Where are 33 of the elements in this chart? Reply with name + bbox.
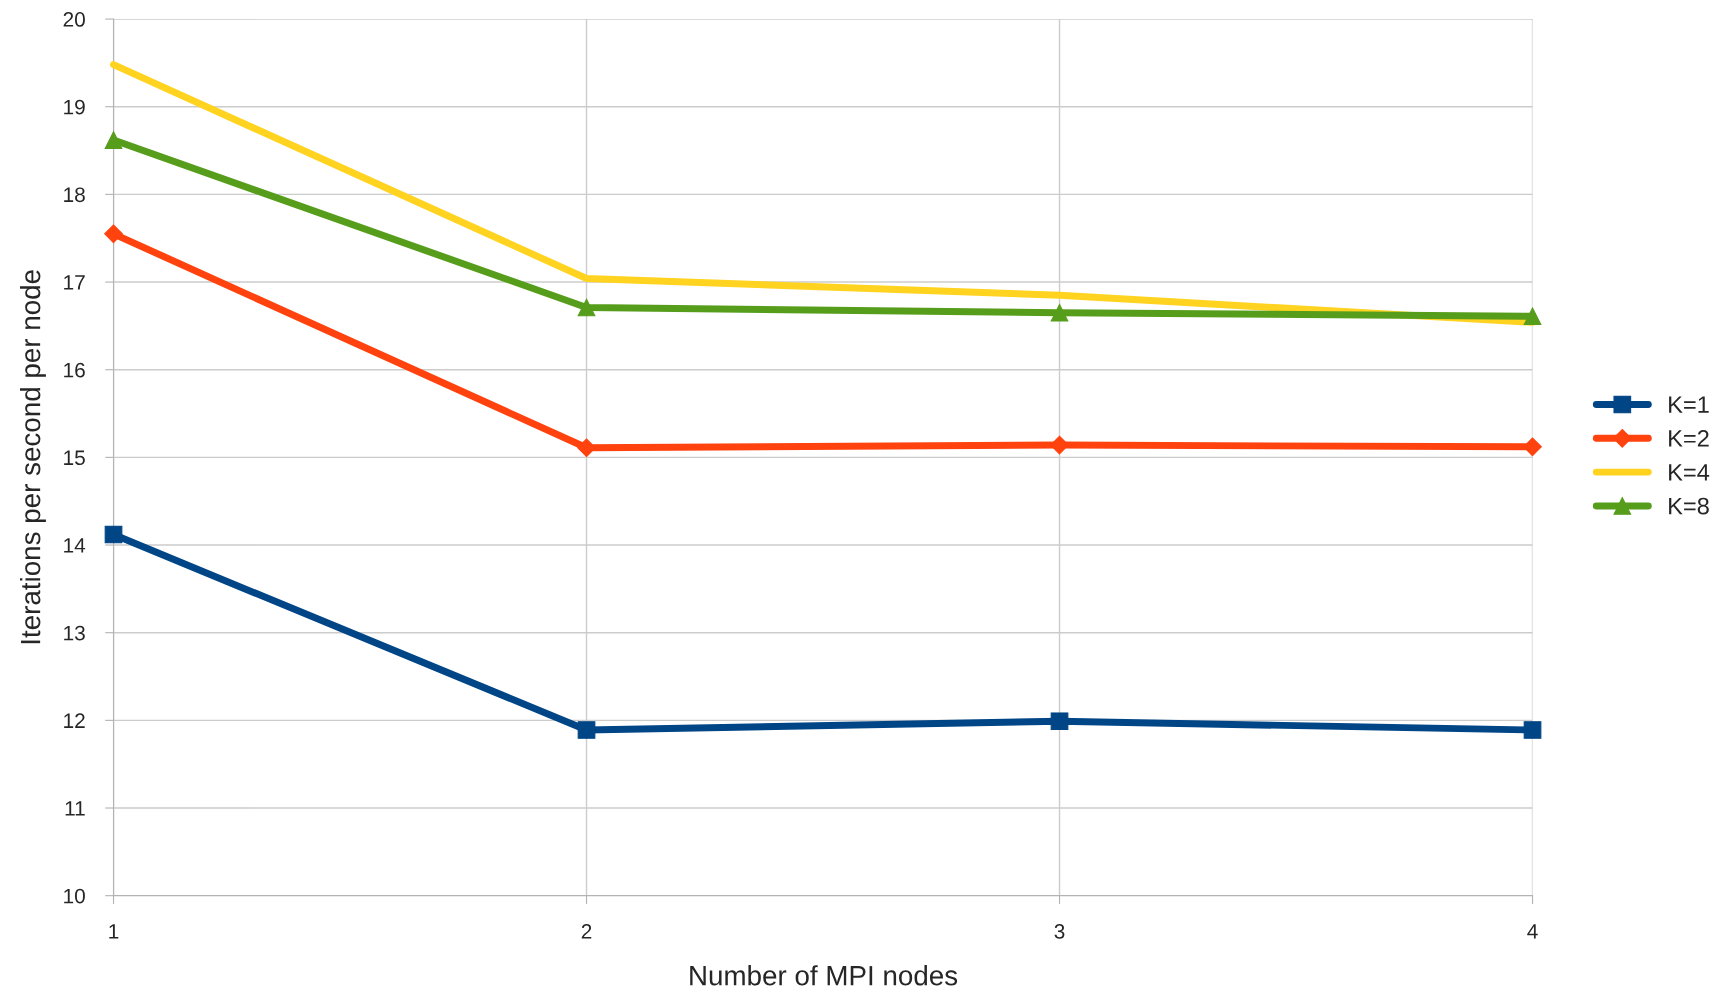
point <box>577 438 596 458</box>
point <box>104 131 123 149</box>
y-tick-label: 20 <box>63 12 85 27</box>
y-tick-label: 10 <box>64 888 85 904</box>
point <box>104 224 123 244</box>
point <box>1523 307 1542 326</box>
point <box>577 721 596 739</box>
point <box>104 525 123 544</box>
point <box>577 298 596 317</box>
y-tick-label: 19 <box>64 99 85 115</box>
x-tick-label: 3 <box>1054 924 1065 939</box>
legend-label: K=2 <box>1669 430 1709 447</box>
y-tick-label: 15 <box>64 450 85 466</box>
y-tick-label: 13 <box>64 625 85 641</box>
point <box>1523 437 1542 457</box>
y-tick-label: 16 <box>64 362 85 378</box>
point <box>1050 435 1069 455</box>
legend-label: K=1 <box>1669 396 1709 413</box>
x-tick-label: 4 <box>1527 924 1538 939</box>
y-tick-label: 12 <box>64 713 85 728</box>
point <box>1050 712 1069 731</box>
point <box>1523 721 1542 739</box>
legend-label: K=8 <box>1669 497 1709 515</box>
y-tick-label: 18 <box>64 187 85 203</box>
y-tick-label: 17 <box>64 275 85 290</box>
y-tick-label: 14 <box>64 538 86 553</box>
x-tick-label: 1 <box>109 924 119 939</box>
x-axis-title: Number of MPI nodes <box>690 965 958 986</box>
y-axis-title: Iterations per second per node <box>20 270 46 644</box>
point <box>1050 303 1069 322</box>
legend-label: K=4 <box>1669 464 1710 481</box>
x-tick-label: 2 <box>581 924 592 939</box>
y-tick-label: 11 <box>65 801 85 816</box>
